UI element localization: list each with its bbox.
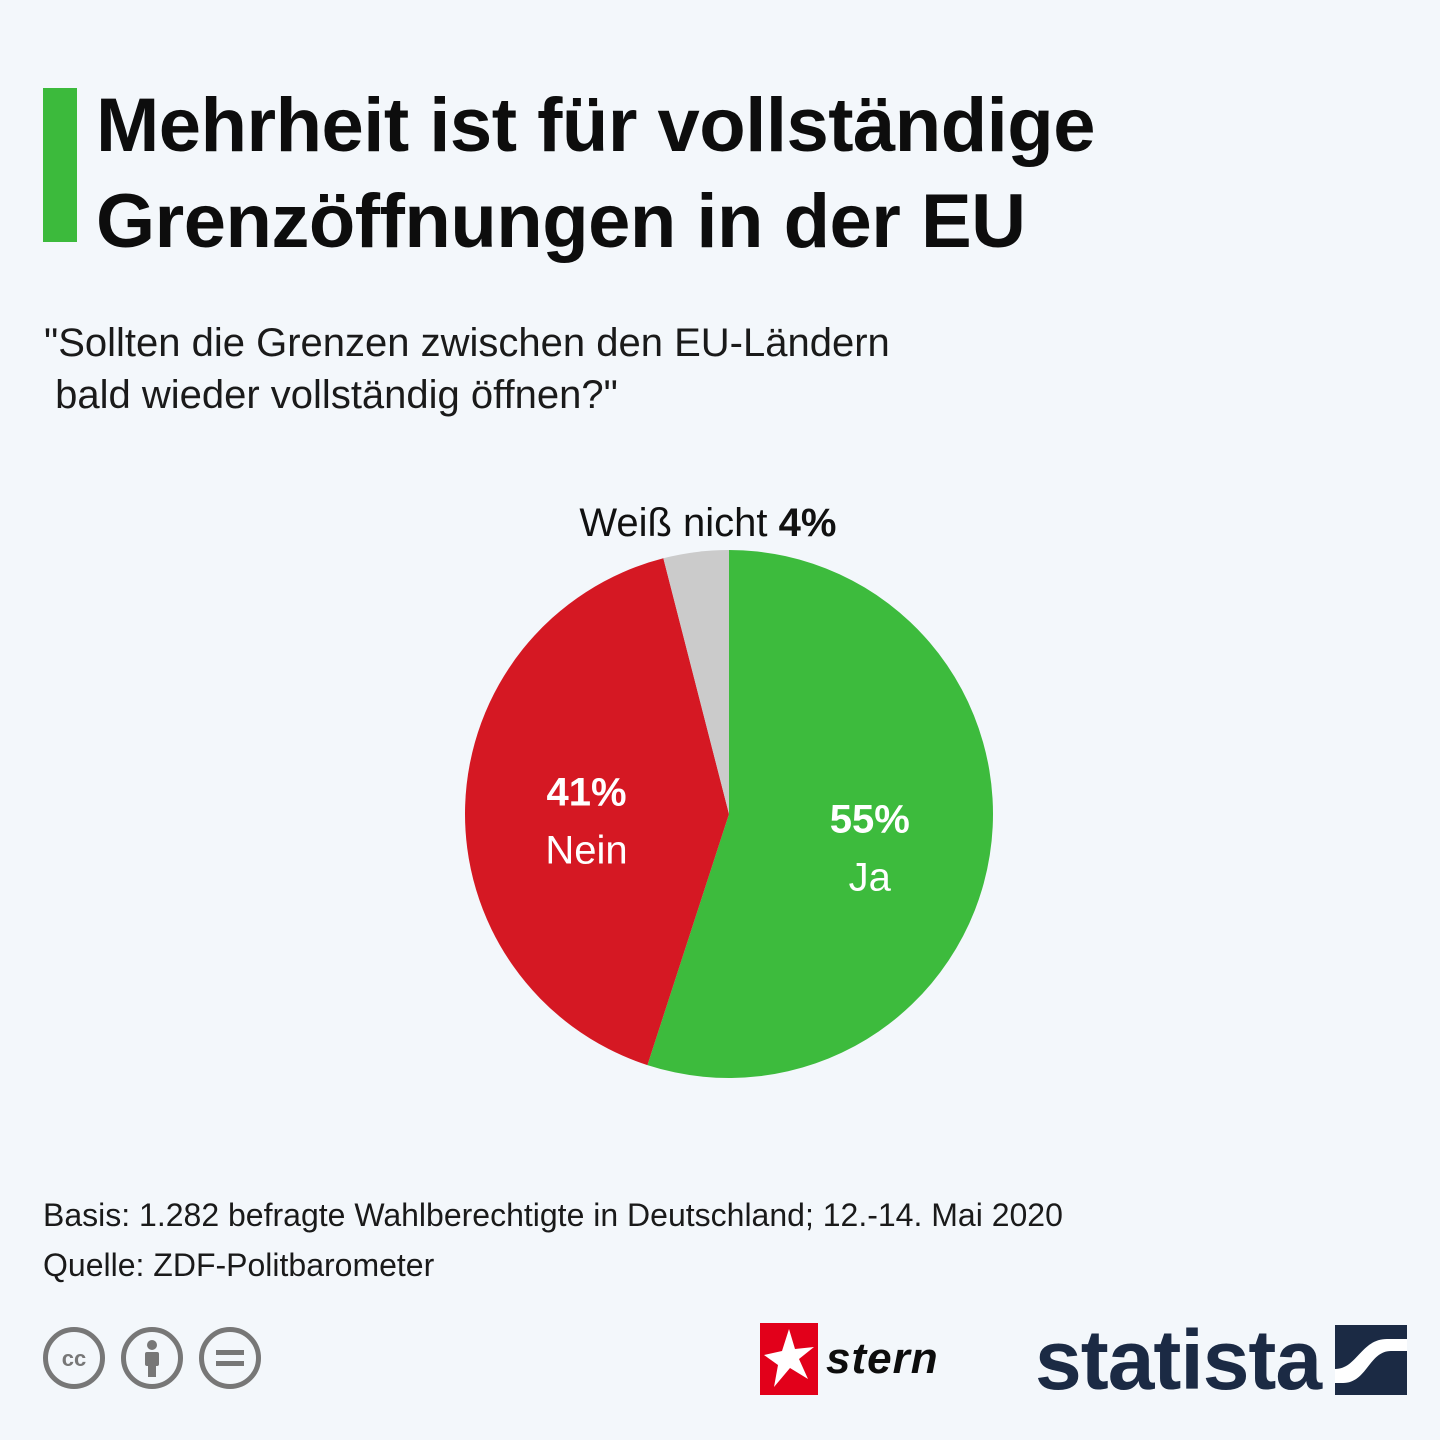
basis-note: Basis: 1.282 befragte Wahlberechtigte in… bbox=[43, 1197, 1063, 1233]
source-note: Quelle: ZDF-Politbarometer bbox=[43, 1247, 435, 1283]
stern-star-icon bbox=[760, 1323, 818, 1395]
title-accent-bar bbox=[43, 88, 77, 242]
slice-value-label: 55% bbox=[830, 797, 910, 841]
page-title: Mehrheit ist für vollständige Grenzöffnu… bbox=[96, 78, 1396, 270]
stern-logo-text: stern bbox=[826, 1334, 939, 1383]
slice-category-label: Ja bbox=[849, 855, 892, 899]
footer-notes: Basis: 1.282 befragte Wahlberechtigte in… bbox=[43, 1190, 1063, 1290]
slice-value-label: 4% bbox=[779, 501, 837, 545]
slice-value-label: 41% bbox=[546, 771, 626, 815]
pie-slice-nein bbox=[465, 558, 729, 1066]
slice-category-label: Weiß nicht bbox=[579, 501, 778, 545]
attribution-icon[interactable] bbox=[121, 1327, 183, 1389]
question-line: bald wieder vollständig öffnen?" bbox=[44, 373, 618, 417]
statista-logo[interactable]: statista bbox=[1035, 1313, 1408, 1407]
survey-question: "Sollten die Grenzen zwischen den EU-Län… bbox=[44, 317, 1244, 421]
title-line: Mehrheit ist für vollständige bbox=[96, 83, 1095, 168]
slice-category-label: Nein bbox=[545, 829, 627, 873]
stern-logo[interactable]: stern bbox=[760, 1323, 939, 1395]
svg-text:cc: cc bbox=[62, 1346, 86, 1371]
question-line: "Sollten die Grenzen zwischen den EU-Län… bbox=[44, 321, 890, 365]
no-derivatives-icon[interactable] bbox=[199, 1327, 261, 1389]
title-line: Grenzöffnungen in der EU bbox=[96, 179, 1026, 264]
license-icons: cc bbox=[43, 1327, 261, 1389]
slice-external-label: Weiß nicht 4% bbox=[579, 501, 836, 545]
pie-slice-weiß-nicht bbox=[663, 550, 729, 814]
cc-icon[interactable]: cc bbox=[43, 1327, 105, 1389]
statista-logo-text: statista bbox=[1035, 1313, 1322, 1407]
statista-mark-icon bbox=[1335, 1325, 1408, 1395]
pie-slice-ja bbox=[647, 550, 994, 1079]
